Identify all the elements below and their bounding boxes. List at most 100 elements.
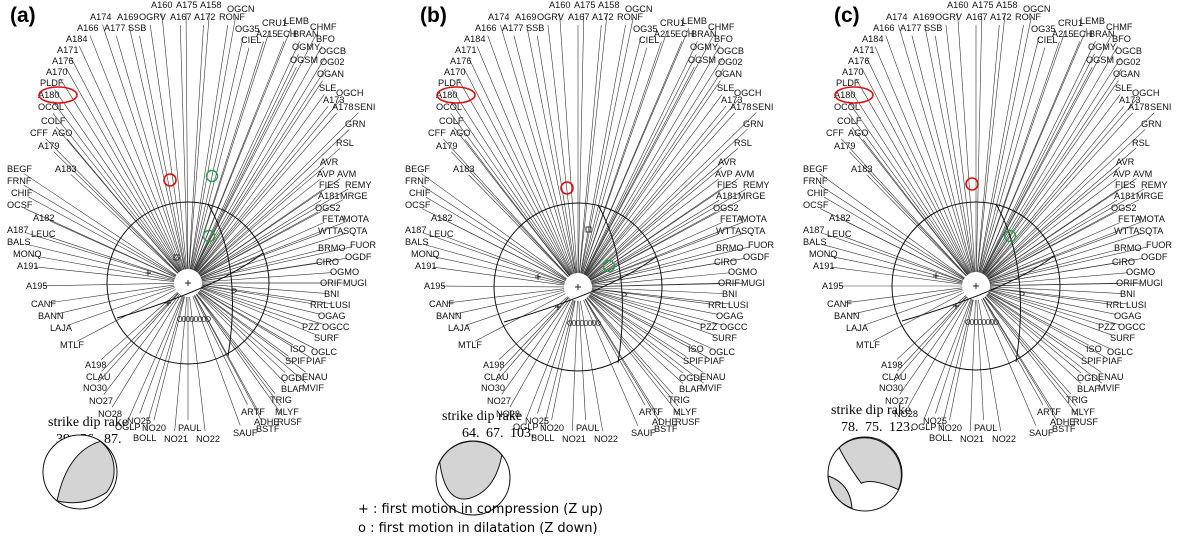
station-label: A166 xyxy=(873,23,894,33)
station-label: ORIF xyxy=(718,278,740,288)
focal-mechanism-panel-c: (c) A160 A175 A158 OGCN A174 A169 OGRV A167 A172 R… xyxy=(796,0,1193,540)
station-ray xyxy=(579,12,608,274)
station-ray xyxy=(589,199,720,280)
station-label: A187 xyxy=(405,225,426,235)
station-label: A171 xyxy=(455,45,476,55)
station-ray xyxy=(984,94,1121,275)
highlight-green-observation xyxy=(602,259,616,273)
compression-marker xyxy=(165,300,171,306)
station-label: OGCH xyxy=(336,88,364,98)
station-label: A183 xyxy=(453,164,474,174)
station-ray xyxy=(192,296,241,426)
station-ray xyxy=(591,291,715,336)
station-label: RSL xyxy=(1132,138,1150,148)
station-label: LUSI xyxy=(728,300,748,310)
station-ray xyxy=(849,151,967,277)
station-label: A176 xyxy=(848,56,869,66)
station-ray xyxy=(830,266,963,285)
station-ray xyxy=(977,12,1006,273)
station-ray xyxy=(820,232,963,282)
station-ray xyxy=(192,41,285,271)
station-label: CANF xyxy=(429,299,454,309)
station-ray xyxy=(841,138,967,276)
station-ray xyxy=(911,35,973,273)
dilatation-marker xyxy=(567,320,573,326)
station-label: A177 xyxy=(502,23,523,33)
station-ray xyxy=(23,173,177,276)
station-label: CHIF xyxy=(409,188,431,198)
highlight-a180-label xyxy=(38,86,78,104)
station-label: OCOL xyxy=(436,102,462,112)
station-label: FUOR xyxy=(1146,240,1172,250)
station-ray xyxy=(981,298,1037,426)
station-label: OGMO xyxy=(330,267,359,277)
compression-marker xyxy=(555,304,561,310)
dilatation-marker xyxy=(587,320,593,326)
station-ray xyxy=(584,298,661,423)
station-ray xyxy=(978,24,1024,273)
station-ray xyxy=(984,105,1125,276)
station-ray xyxy=(584,45,721,276)
stereonet-projection: A160 A175 A158 OGCN A174 A169 OGRV A167 A172 RONF… xyxy=(803,0,1172,444)
station-label: BALS xyxy=(803,237,827,247)
station-label: BALS xyxy=(405,237,429,247)
dilatation-marker xyxy=(201,316,207,322)
station-label: OGAN xyxy=(715,69,742,79)
station-label: A172 xyxy=(194,12,215,22)
station-ray xyxy=(989,288,1117,315)
station-ray xyxy=(551,300,576,421)
station-label: OCSF xyxy=(803,200,829,210)
station-label: BSTF xyxy=(1052,424,1076,434)
station-ray xyxy=(585,68,724,276)
station-ray xyxy=(50,220,176,278)
station-label: A169 xyxy=(913,12,934,22)
station-label: A183 xyxy=(851,164,872,174)
station-label: OGRV xyxy=(139,12,167,22)
station-label: MTLF xyxy=(458,340,482,350)
station-label: A174 xyxy=(488,12,509,22)
station-ray xyxy=(819,185,965,279)
station-ray xyxy=(432,266,565,286)
station-label: OGLC xyxy=(1107,347,1133,357)
station-ray xyxy=(584,33,715,275)
sdr-header: strike dip rake xyxy=(48,415,129,430)
station-ray xyxy=(199,291,289,357)
station-label: RRL xyxy=(310,300,328,310)
station-ray xyxy=(451,151,569,277)
station-ray xyxy=(988,292,1106,358)
station-ray xyxy=(194,45,323,271)
station-label: SPIF xyxy=(683,356,704,366)
station-ray xyxy=(989,289,1121,326)
station-ray xyxy=(200,221,346,279)
dilatation-marker xyxy=(981,319,987,325)
station-ray xyxy=(945,24,975,273)
station-label: BOLL xyxy=(531,433,555,443)
station-label: A175 xyxy=(176,0,197,10)
station-label: A173 xyxy=(1119,95,1140,105)
station-label: NO30 xyxy=(481,383,505,393)
station-label: CLAU xyxy=(484,372,509,382)
station-label: A171 xyxy=(853,45,874,55)
station-ray xyxy=(989,290,1113,336)
station-label: OGSM xyxy=(1086,55,1114,65)
station-ray xyxy=(983,57,1121,275)
panel-label: (c) xyxy=(834,4,860,27)
station-ray xyxy=(988,211,1115,280)
station-label: LEMB xyxy=(284,16,309,26)
nodal-plane-1 xyxy=(901,255,1055,322)
station-label: RRL xyxy=(1106,300,1124,310)
station-label: FRNF xyxy=(405,176,430,186)
station-ray xyxy=(52,101,180,272)
station-ray xyxy=(923,298,972,420)
nodal-plane-2 xyxy=(995,203,1021,363)
station-label: SAUF xyxy=(631,428,656,438)
station-label: SURF xyxy=(1110,333,1135,343)
station-label: CHIF xyxy=(807,188,829,198)
station-label: A169 xyxy=(515,12,536,22)
station-ray xyxy=(986,166,1121,278)
station-ray xyxy=(581,47,648,274)
compression-marker xyxy=(145,270,151,276)
station-ray xyxy=(589,294,704,373)
stereonet-circle xyxy=(493,202,663,372)
station-ray xyxy=(98,293,179,383)
